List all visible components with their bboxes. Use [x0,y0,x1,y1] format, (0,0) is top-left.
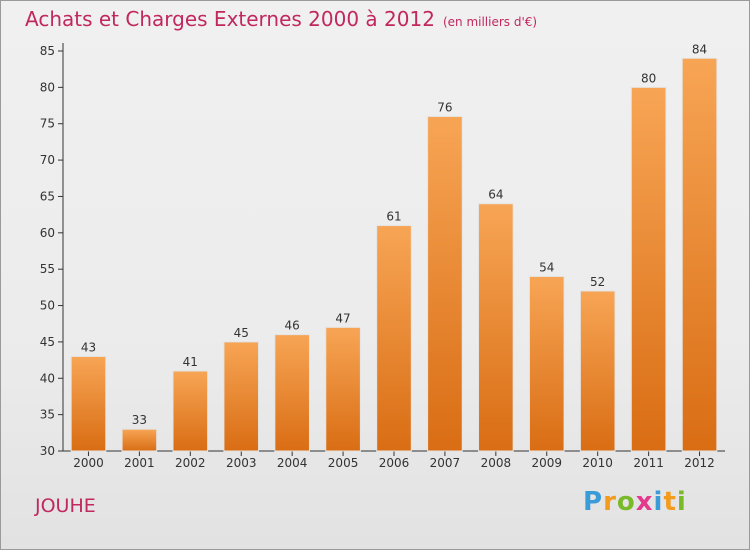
bar-value-label: 54 [539,260,554,274]
bar-value-label: 33 [132,413,147,427]
x-tick-label: 2003 [226,456,257,470]
bar-value-label: 43 [81,340,96,354]
x-tick-label: 2000 [73,456,104,470]
logo-letter: P [583,487,604,517]
bar-value-label: 76 [437,100,452,114]
y-tick-label: 65 [40,189,55,203]
x-tick-label: 2007 [430,456,461,470]
chart-axes: 30 35 40 45 50 55 60 65 70 75 80 85 2000 2001 2002 2003… [40,43,725,470]
bar-value-label: 84 [692,42,707,56]
logo-letter: t [663,487,677,517]
bar [376,225,412,452]
y-tick-label: 60 [40,226,55,240]
chart-data-labels: 43 33 41 45 46 47 61 76 64 54 52 80 84 [81,42,707,427]
bar [528,275,565,452]
bar-value-label: 47 [335,311,350,325]
bar [630,86,667,452]
logo-letter: i [653,487,664,517]
y-tick-label: 75 [40,117,55,131]
y-tick-label: 30 [40,444,55,458]
bar-value-label: 46 [285,319,300,333]
x-tick-label: 2011 [633,456,664,470]
y-tick-label: 40 [40,371,55,385]
x-tick-label: 2008 [481,456,512,470]
chart-title-text: Achats et Charges Externes 2000 à 2012 [25,7,435,31]
y-tick-label: 50 [40,299,55,313]
bar-value-label: 41 [183,355,198,369]
y-tick-label: 55 [40,262,55,276]
bar [427,115,463,452]
logo-letter: o [616,487,636,517]
bar-value-label: 61 [386,210,401,224]
bar-value-label: 52 [590,275,605,289]
x-tick-label: 2006 [379,456,410,470]
logo-letter: r [603,487,617,517]
proxiti-logo: Proxiti [583,487,687,517]
chart-title: Achats et Charges Externes 2000 à 2012 (e… [25,7,537,31]
bar [325,326,361,452]
x-tick-label: 2010 [582,456,613,470]
x-tick-label: 2001 [124,456,155,470]
x-tick-label: 2002 [175,456,206,470]
y-tick-label: 80 [40,80,55,94]
chart-bars [70,57,718,452]
bar-value-label: 80 [641,71,656,85]
y-tick-label: 45 [40,335,55,349]
bar [223,341,260,452]
bar [121,428,158,452]
x-tick-label: 2004 [277,456,308,470]
bar-value-label: 45 [234,326,249,340]
place-name: JOUHE [35,495,96,517]
bar [70,355,107,452]
bar [172,370,209,452]
unit-note: (en milliers d'€) [442,15,538,29]
y-tick-label: 35 [40,408,55,422]
bar-value-label: 64 [488,188,503,202]
y-tick-label: 85 [40,44,55,58]
logo-letter: i [676,487,687,517]
x-tick-label: 2005 [328,456,359,470]
bar [681,57,718,452]
logo-letter: x [635,487,654,517]
y-tick-label: 70 [40,153,55,167]
bar [274,334,310,452]
x-tick-label: 2009 [531,456,562,470]
x-tick-label: 2012 [684,456,715,470]
bar [579,290,616,452]
bar [478,203,514,452]
